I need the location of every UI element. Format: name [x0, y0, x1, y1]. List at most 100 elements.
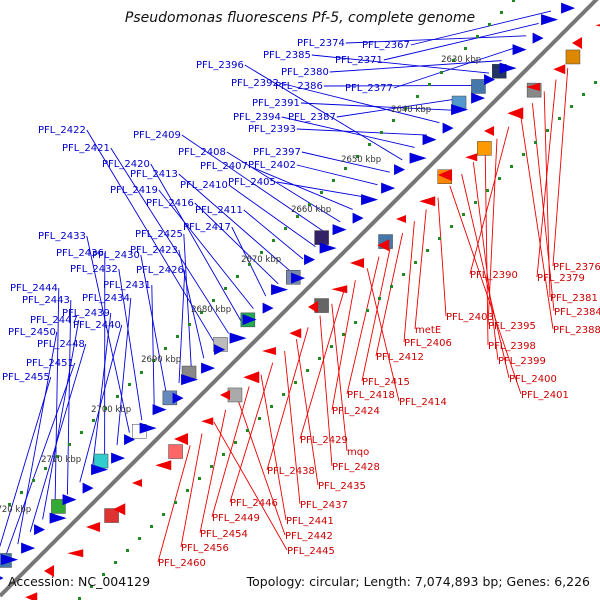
forward-gene-arrow	[541, 14, 559, 26]
forward-gene-arrow	[181, 374, 199, 386]
track-tick	[90, 585, 94, 589]
track-tick	[546, 129, 550, 133]
forward-gene-label: PFL_2394	[233, 112, 281, 123]
forward-leader-line	[150, 163, 242, 322]
forward-gene-arrow	[82, 482, 94, 494]
forward-gene-label: PFL_2380	[281, 67, 329, 78]
track-tick	[162, 513, 166, 517]
track-tick	[258, 417, 262, 421]
reverse-leader-line	[531, 103, 555, 312]
forward-gene-label: PFL_2407	[200, 161, 248, 172]
forward-gene-label: PFL_2444	[10, 283, 58, 294]
forward-leader-line	[329, 60, 502, 73]
forward-leader-line	[311, 54, 490, 74]
track-tick	[486, 189, 490, 193]
reverse-gene-label: PFL_2437	[300, 500, 348, 511]
forward-gene-label: PFL_2443	[22, 295, 70, 306]
forward-gene-arrow	[381, 182, 396, 194]
feature-box	[51, 499, 66, 514]
forward-gene-arrow	[229, 332, 247, 344]
forward-gene-arrow	[152, 404, 167, 416]
forward-gene-label: PFL_2439	[62, 308, 110, 319]
feature-box	[477, 141, 492, 156]
forward-leader-line	[17, 331, 58, 545]
forward-gene-label: PFL_2371	[335, 55, 383, 66]
track-tick	[282, 393, 286, 397]
forward-gene-label: PFL_2416	[146, 198, 194, 209]
forward-gene-label: PFL_2417	[183, 222, 231, 233]
forward-gene-label: PFL_2447	[30, 315, 78, 326]
reverse-gene-label: PFL_2384	[554, 307, 600, 318]
reverse-leader-line	[319, 315, 333, 467]
track-tick	[462, 213, 466, 217]
reverse-leader-line	[331, 280, 356, 411]
feature-box	[471, 79, 486, 94]
kbp-marker-label: 2720 kbp	[0, 505, 31, 515]
forward-gene-label: PFL_2393	[248, 124, 296, 135]
forward-leader-line	[118, 268, 143, 421]
track-tick	[210, 465, 214, 469]
track-tick	[127, 382, 131, 386]
forward-leader-line	[151, 284, 155, 408]
forward-gene-label: PFL_2387	[288, 112, 336, 123]
track-tick	[319, 190, 323, 194]
track-tick	[522, 153, 526, 157]
forward-leader-line	[243, 209, 304, 260]
reverse-gene-arrow	[25, 592, 38, 600]
reverse-leader-line	[331, 303, 348, 452]
forward-gene-label: PFL_2434	[82, 293, 130, 304]
track-tick	[151, 358, 155, 362]
track-tick	[438, 237, 442, 241]
track-tick	[534, 141, 538, 145]
track-tick	[403, 106, 407, 110]
forward-leader-line	[393, 47, 514, 89]
reverse-leader-line	[295, 339, 319, 486]
track-tick	[246, 429, 250, 433]
forward-gene-arrow	[201, 362, 216, 374]
forward-gene-label: PFL_2430	[92, 250, 140, 261]
forward-leader-line	[116, 297, 132, 446]
forward-gene-arrow	[172, 392, 184, 404]
forward-gene-label: PFL_2374	[297, 38, 345, 49]
reverse-leader-line	[346, 256, 380, 395]
track-tick	[163, 346, 167, 350]
reverse-leader-line	[366, 268, 400, 402]
track-tick	[463, 46, 467, 50]
kbp-marker-label: 2650 kbp	[341, 155, 381, 165]
forward-leader-line	[296, 128, 428, 136]
track-tick	[198, 477, 202, 481]
track-tick	[426, 249, 430, 253]
forward-gene-arrow	[21, 542, 36, 554]
forward-gene-arrow	[0, 576, 4, 580]
reverse-gene-label: PFL_2438	[267, 466, 315, 477]
forward-gene-label: PFL_2367	[362, 40, 410, 51]
forward-leader-line	[0, 376, 52, 548]
track-tick	[55, 454, 59, 458]
forward-leader-line	[301, 151, 390, 173]
reverse-leader-line	[520, 114, 554, 330]
forward-gene-label: PFL_2440	[73, 320, 121, 331]
forward-gene-label: PFL_2455	[2, 372, 50, 383]
kbp-marker-label: 2680 kbp	[191, 305, 231, 315]
forward-gene-label: PFL_2413	[130, 169, 178, 180]
track-tick	[498, 177, 502, 181]
track-tick	[511, 0, 515, 2]
reverse-gene-arrow	[243, 371, 260, 384]
reverse-leader-line	[403, 221, 415, 343]
track-tick	[234, 441, 238, 445]
forward-gene-arrow	[271, 284, 289, 296]
track-tick	[414, 261, 418, 265]
forward-gene-label: PFL_2423	[130, 245, 178, 256]
track-tick	[115, 394, 119, 398]
reverse-gene-arrow	[507, 107, 524, 120]
forward-leader-line	[158, 189, 254, 309]
reverse-gene-label: PFL_2400	[509, 374, 557, 385]
feature-box	[565, 49, 581, 65]
track-tick	[114, 561, 118, 565]
forward-leader-line	[86, 129, 217, 347]
forward-gene-arrow	[34, 524, 46, 536]
reverse-gene-label: PFL_2456	[181, 543, 229, 554]
